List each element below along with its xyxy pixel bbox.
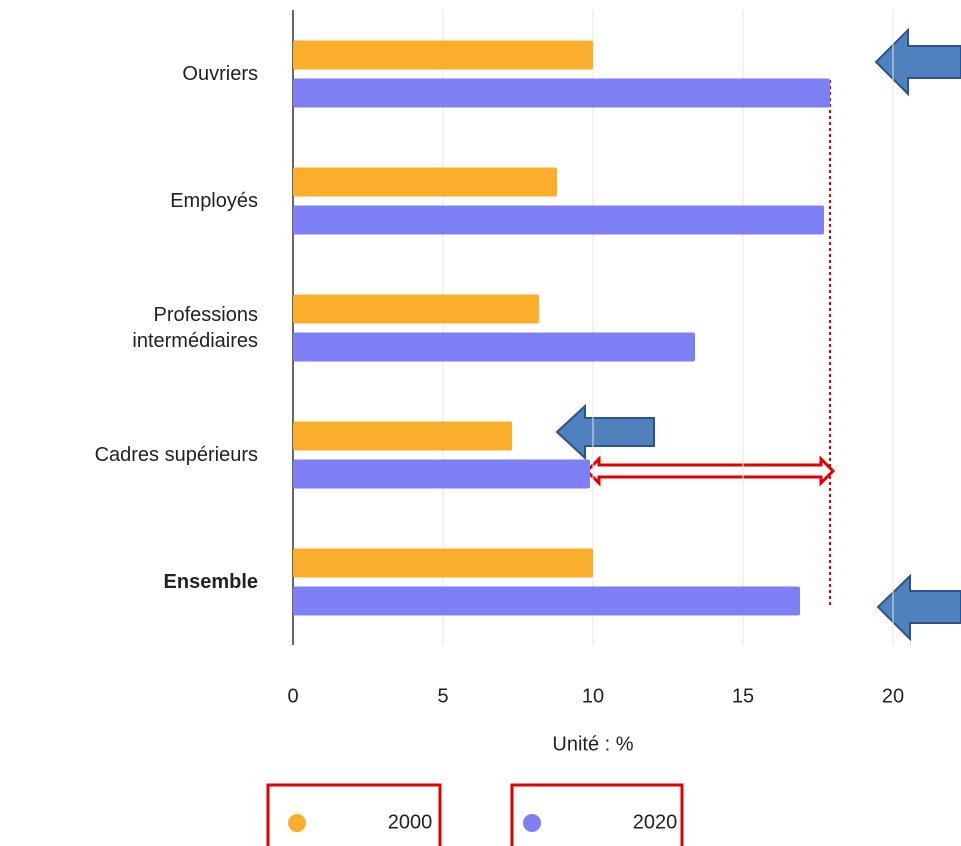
bar bbox=[293, 459, 590, 489]
bar bbox=[293, 40, 593, 70]
bar bbox=[293, 332, 695, 362]
bar bbox=[293, 421, 512, 451]
arrow bbox=[876, 573, 961, 642]
y-tick-label: Ouvriers bbox=[182, 62, 258, 85]
legend-label: 2020 bbox=[633, 811, 678, 833]
double-arrow bbox=[584, 455, 836, 487]
legend-marker bbox=[523, 814, 541, 832]
y-tick-label: Professions intermédiaires bbox=[132, 303, 258, 352]
bar bbox=[293, 548, 593, 578]
bar bbox=[293, 167, 557, 197]
arrow bbox=[874, 27, 961, 97]
legend-box bbox=[510, 783, 684, 846]
x-axis-title: Unité : % bbox=[552, 733, 633, 755]
arrow bbox=[555, 403, 655, 461]
y-tick-label: Employés bbox=[170, 189, 258, 212]
legend-label: 2000 bbox=[388, 811, 433, 833]
bar bbox=[293, 294, 539, 324]
x-tick-label: 20 bbox=[882, 685, 904, 707]
x-tick-label: 5 bbox=[437, 685, 448, 707]
bar bbox=[293, 205, 824, 235]
legend-marker bbox=[288, 814, 306, 832]
y-tick-label: Ensemble bbox=[163, 570, 258, 593]
bar bbox=[293, 586, 800, 616]
x-tick-label: 0 bbox=[287, 685, 298, 707]
legend-box bbox=[266, 783, 442, 846]
x-tick-label: 15 bbox=[732, 685, 754, 707]
x-tick-label: 10 bbox=[582, 685, 604, 707]
y-tick-label: Cadres supérieurs bbox=[94, 443, 258, 466]
bar bbox=[293, 78, 830, 108]
